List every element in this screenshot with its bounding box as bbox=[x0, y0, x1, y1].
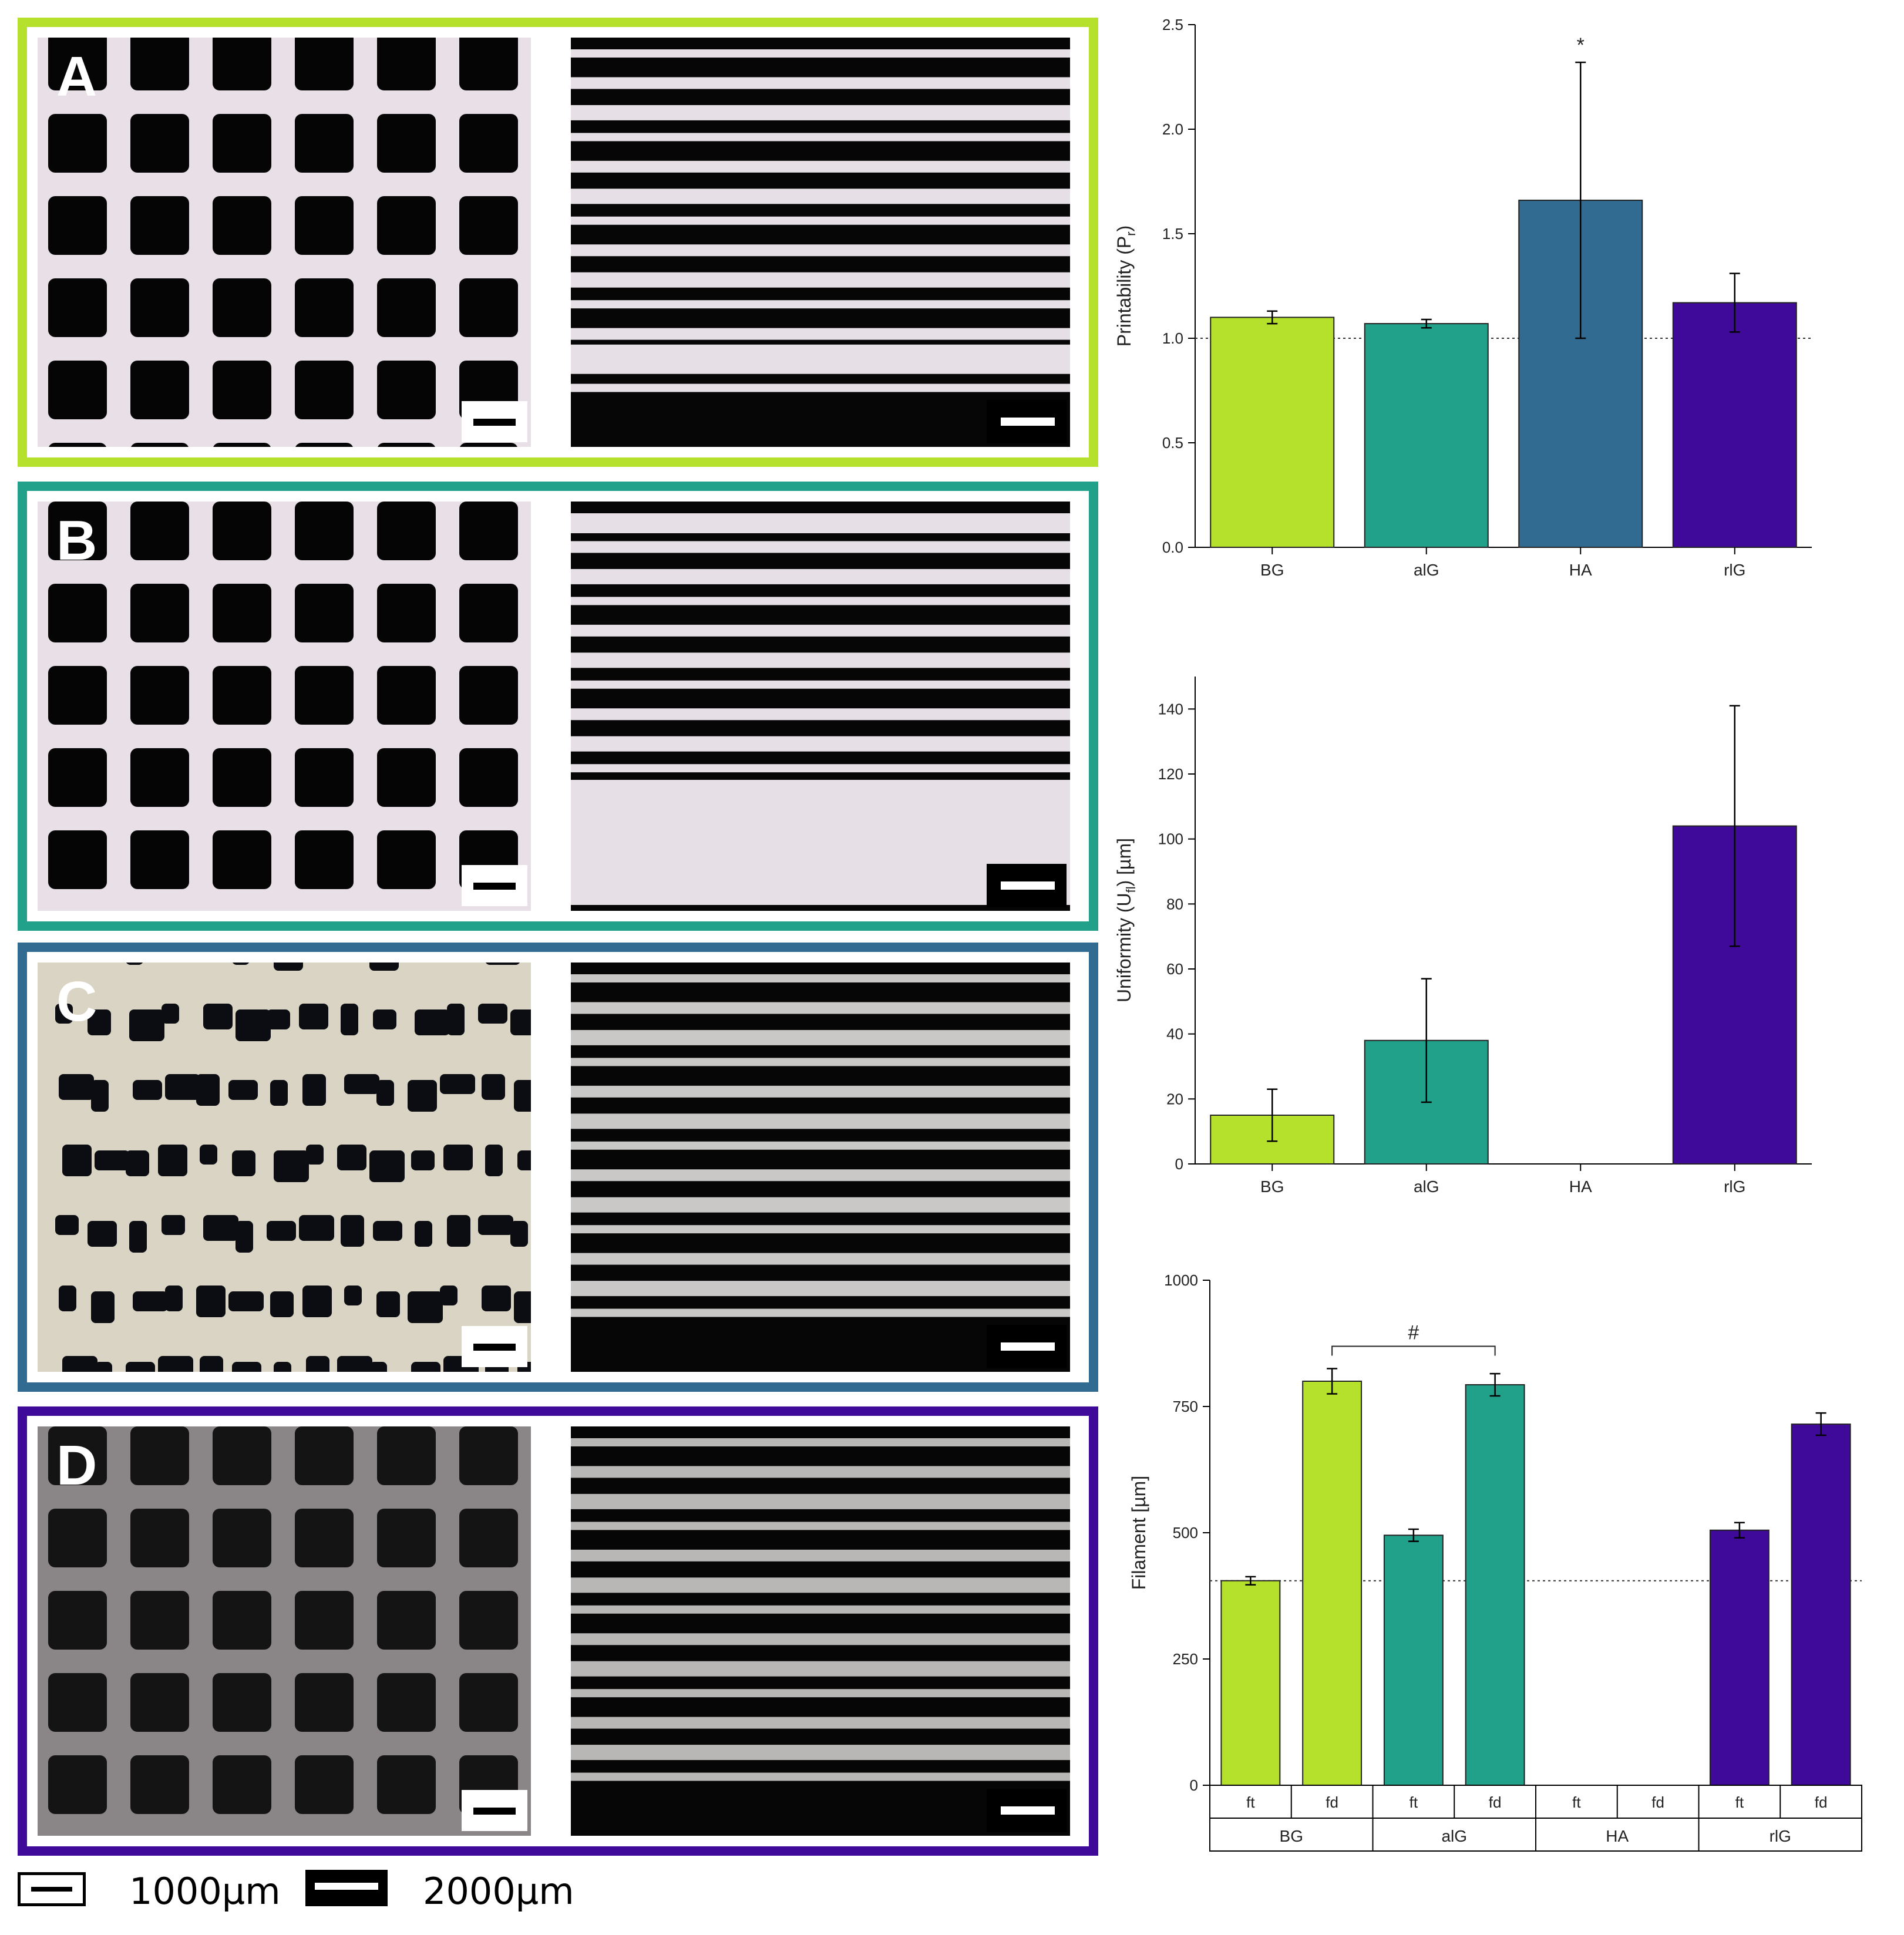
scale-large-label: 2000µm bbox=[423, 1870, 574, 1913]
y-tick-label: 60 bbox=[1166, 960, 1183, 978]
scale-bar-2000-icon bbox=[987, 864, 1067, 907]
x-group-label: HA bbox=[1606, 1827, 1629, 1845]
line-filament-photo bbox=[571, 1426, 1070, 1836]
x-tick-label: alG bbox=[1414, 561, 1439, 579]
x-subcategory-label: ft bbox=[1410, 1793, 1418, 1811]
photo-panel-c: C bbox=[18, 943, 1098, 1392]
panel-label: D bbox=[56, 1434, 97, 1497]
bar bbox=[1709, 1529, 1770, 1786]
x-group-label: rlG bbox=[1770, 1827, 1791, 1845]
y-tick-label: 80 bbox=[1166, 895, 1183, 913]
y-axis-label: Uniformity (Ufl) [µm] bbox=[1114, 838, 1138, 1002]
bar bbox=[1672, 302, 1797, 548]
line-filament-photo bbox=[571, 963, 1070, 1372]
y-tick-label: 2.5 bbox=[1162, 16, 1183, 33]
y-tick-label: 2.0 bbox=[1162, 120, 1183, 138]
printability-chart: 0.0 0.5 1.0 1.5 2.0 2.5 Printability (Pr) BG alG… bbox=[1110, 0, 1904, 605]
x-tick-label: HA bbox=[1569, 1177, 1592, 1196]
x-tick-label: BG bbox=[1260, 561, 1284, 579]
bar bbox=[1465, 1384, 1525, 1786]
grid-scaffold-photo bbox=[38, 963, 531, 1372]
panel-label: C bbox=[56, 970, 97, 1033]
bar bbox=[1364, 323, 1489, 548]
y-tick-label: 0 bbox=[1175, 1155, 1183, 1173]
line-filament-photo bbox=[571, 38, 1070, 447]
bar bbox=[1210, 317, 1335, 548]
grid-scaffold-photo bbox=[38, 38, 531, 447]
y-tick-label: 100 bbox=[1158, 830, 1183, 848]
y-tick-label: 120 bbox=[1158, 765, 1183, 783]
y-tick-label: 0 bbox=[1190, 1776, 1198, 1794]
x-subcategory-label: fd bbox=[1815, 1793, 1828, 1811]
x-tick-label: alG bbox=[1414, 1177, 1439, 1196]
bar bbox=[1220, 1580, 1281, 1786]
scale-small-label: 1000µm bbox=[129, 1870, 281, 1913]
photo-panel-b: B bbox=[18, 482, 1098, 931]
scale-bar-2000-icon bbox=[987, 1325, 1067, 1368]
scale-legend: 1000µm 2000µm bbox=[18, 1867, 581, 1920]
x-tick-label: rlG bbox=[1724, 561, 1745, 579]
scale-bar-1000-icon bbox=[462, 1326, 527, 1367]
scale-bar-1000-icon bbox=[462, 1790, 527, 1831]
y-tick-label: 500 bbox=[1173, 1524, 1198, 1542]
photo-panel-a: A bbox=[18, 18, 1098, 467]
panel-label: B bbox=[56, 509, 97, 572]
grid-scaffold-photo bbox=[38, 1426, 531, 1836]
y-tick-label: 1.0 bbox=[1162, 329, 1183, 347]
x-subcategory-label: fd bbox=[1651, 1793, 1664, 1811]
y-tick-label: 1.5 bbox=[1162, 225, 1183, 243]
y-tick-label: 0.0 bbox=[1162, 539, 1183, 556]
significance-marker: # bbox=[1408, 1322, 1419, 1344]
y-axis-label: Filament [µm] bbox=[1128, 1476, 1149, 1590]
x-tick-label: BG bbox=[1260, 1177, 1284, 1196]
x-subcategory-label: ft bbox=[1572, 1793, 1581, 1811]
photo-panel-d: D bbox=[18, 1406, 1098, 1856]
panel-label: A bbox=[56, 45, 97, 108]
y-tick-label: 140 bbox=[1158, 700, 1183, 718]
bar bbox=[1302, 1381, 1363, 1786]
significance-bracket bbox=[1331, 1345, 1496, 1356]
x-subcategory-label: fd bbox=[1326, 1793, 1338, 1811]
x-subcategory-label: ft bbox=[1735, 1793, 1744, 1811]
scale-bar-2000-icon bbox=[987, 1789, 1067, 1832]
scale-bar-small-icon bbox=[18, 1872, 86, 1906]
y-tick-label: 20 bbox=[1166, 1090, 1183, 1108]
scale-bar-2000-icon bbox=[987, 400, 1067, 443]
x-tick-label: HA bbox=[1569, 561, 1592, 579]
scale-bar-1000-icon bbox=[462, 865, 527, 906]
x-group-label: BG bbox=[1280, 1827, 1303, 1845]
line-filament-photo bbox=[571, 502, 1070, 911]
x-tick-label: rlG bbox=[1724, 1177, 1745, 1196]
scale-bar-1000-icon bbox=[462, 401, 527, 442]
significance-marker: * bbox=[1577, 34, 1585, 56]
grid-scaffold-photo bbox=[38, 502, 531, 911]
y-tick-label: 0.5 bbox=[1162, 434, 1183, 452]
scale-bar-large-icon bbox=[305, 1870, 388, 1906]
x-subcategory-label: ft bbox=[1246, 1793, 1255, 1811]
y-tick-label: 750 bbox=[1173, 1398, 1198, 1415]
bar bbox=[1791, 1424, 1851, 1786]
x-group-label: alG bbox=[1441, 1827, 1467, 1845]
y-axis-label: Printability (Pr) bbox=[1114, 226, 1138, 346]
uniformity-chart: 0 20 40 60 80 100 120 140 Uniformity (Ufl) [µm] B… bbox=[1110, 652, 1904, 1227]
filament-chart: 0 250 500 750 1000 Filament [µm] ft fd BG ft fd alG… bbox=[1110, 1257, 1904, 1867]
x-subcategory-label: fd bbox=[1489, 1793, 1502, 1811]
bar bbox=[1383, 1534, 1444, 1786]
y-tick-label: 1000 bbox=[1164, 1271, 1198, 1289]
y-tick-label: 40 bbox=[1166, 1025, 1183, 1043]
y-tick-label: 250 bbox=[1173, 1650, 1198, 1668]
